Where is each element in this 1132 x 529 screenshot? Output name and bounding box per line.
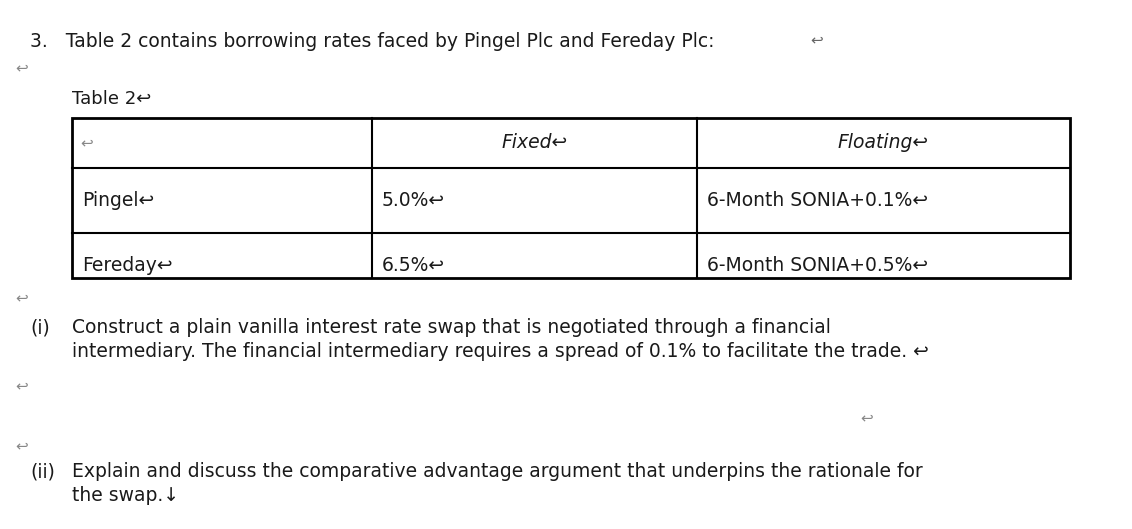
Text: the swap.↓: the swap.↓: [72, 486, 179, 505]
Text: ↩: ↩: [860, 410, 873, 425]
Text: Floating↩: Floating↩: [838, 133, 929, 152]
Text: 5.0%↩: 5.0%↩: [381, 191, 445, 210]
Text: 6.5%↩: 6.5%↩: [381, 256, 445, 275]
Text: Table 2↩: Table 2↩: [72, 90, 152, 108]
Text: Explain and discuss the comparative advantage argument that underpins the ration: Explain and discuss the comparative adva…: [72, 462, 923, 481]
Text: Construct a plain vanilla interest rate swap that is negotiated through a financ: Construct a plain vanilla interest rate …: [72, 318, 831, 337]
Text: Fereday↩: Fereday↩: [82, 256, 172, 275]
Text: 6-Month SONIA+0.5%↩: 6-Month SONIA+0.5%↩: [708, 256, 928, 275]
Text: ↩: ↩: [80, 135, 93, 150]
Text: 3.   Table 2 contains borrowing rates faced by Pingel Plc and Fereday Plc:: 3. Table 2 contains borrowing rates face…: [31, 32, 714, 51]
Text: Pingel↩: Pingel↩: [82, 191, 154, 210]
Text: ↩: ↩: [15, 290, 28, 305]
Text: ↩: ↩: [15, 378, 28, 393]
Text: (ii): (ii): [31, 462, 54, 481]
Text: ↩: ↩: [15, 60, 28, 75]
Text: Fixed↩: Fixed↩: [501, 133, 567, 152]
Text: 6-Month SONIA+0.1%↩: 6-Month SONIA+0.1%↩: [708, 191, 928, 210]
Text: ↩: ↩: [15, 438, 28, 453]
Text: (i): (i): [31, 318, 50, 337]
Text: ↩: ↩: [811, 32, 823, 47]
Text: intermediary. The financial intermediary requires a spread of 0.1% to facilitate: intermediary. The financial intermediary…: [72, 342, 929, 361]
